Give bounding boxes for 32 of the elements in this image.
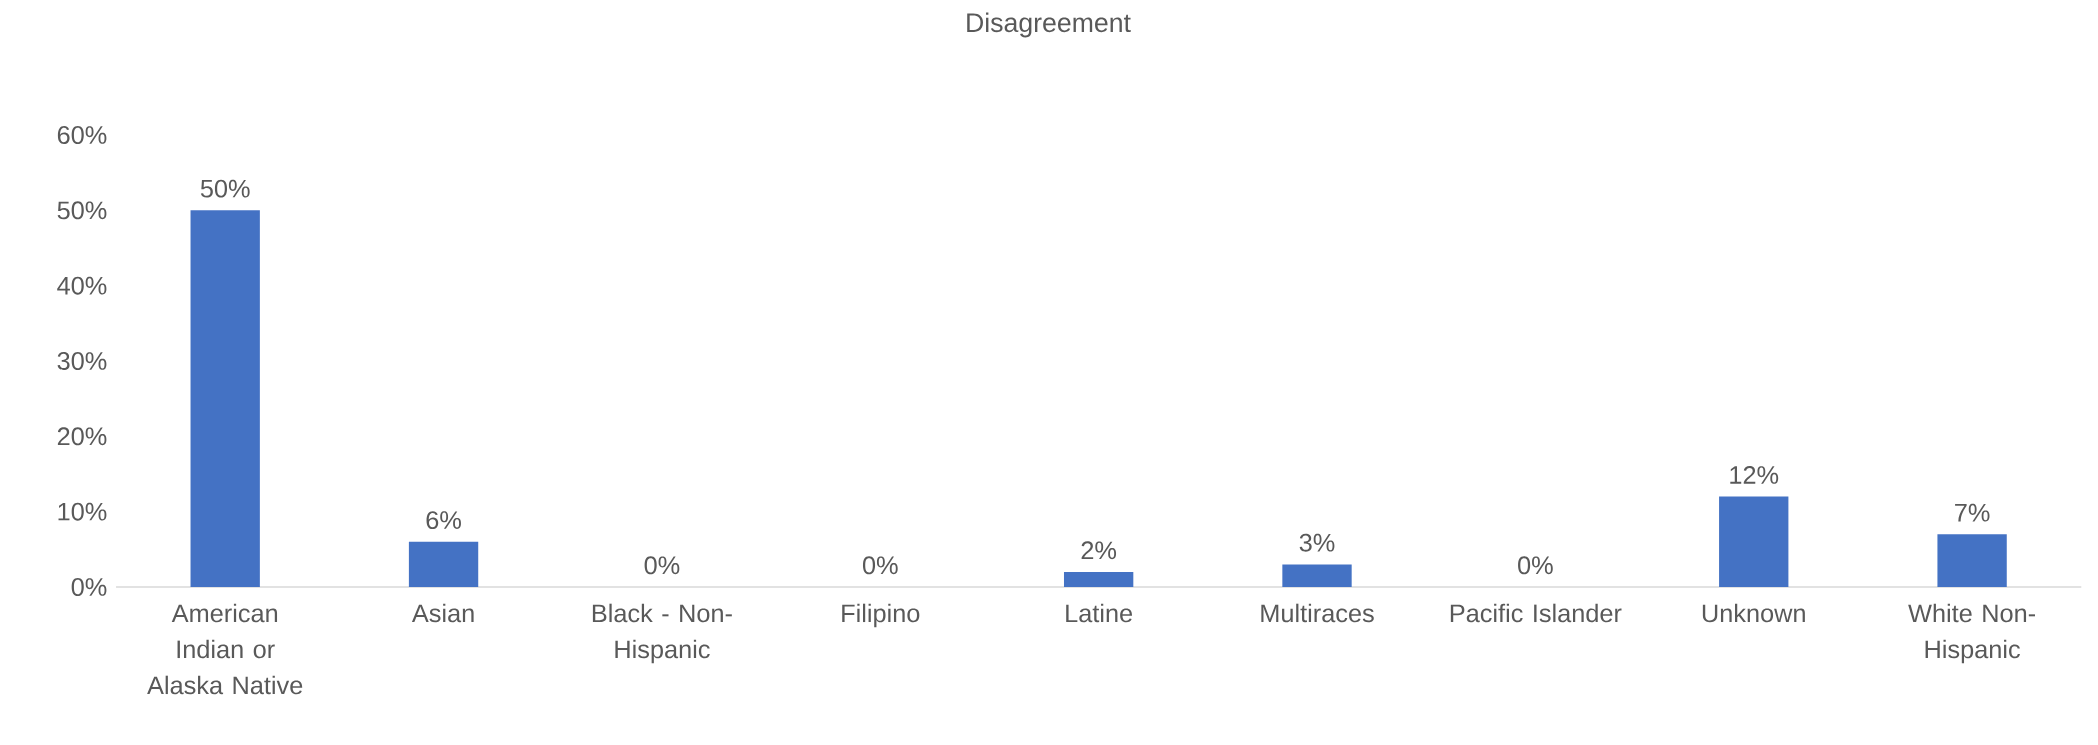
data-label: 0% [1518,556,1553,575]
data-label: 6% [426,511,461,530]
bar [1063,571,1134,587]
y-tick-label: 30% [57,352,107,370]
bar [190,210,260,587]
x-tick-label: Unknown [1702,603,1805,623]
data-label: 3% [1299,533,1335,552]
y-tick-label: 20% [57,427,107,446]
y-tick-label: 0% [71,578,107,596]
y-tick-label: 10% [58,502,107,521]
y-tick-label: 40% [57,276,107,295]
x-tick-label: Multiraces [1261,603,1374,623]
data-label: 2% [1081,541,1117,560]
bar [1719,496,1789,587]
bar [1282,564,1352,587]
data-label: 0% [862,556,898,575]
data-label: 7% [1955,503,1990,522]
bar [408,541,479,587]
chart-title: Disagreement [967,12,1131,38]
y-tick-label: 60% [57,126,107,144]
data-label: 0% [644,556,680,575]
x-tick-label: American Indian or Alaska Native [147,603,303,695]
x-tick-label: Black - Non-Hispanic [592,603,732,664]
x-tick-label: Filipino [842,603,920,628]
data-label: 12% [1730,466,1779,484]
data-label: 50% [200,179,250,198]
x-tick-label: Latine [1066,603,1133,623]
bar [1937,534,2007,587]
x-tick-label: Asian [411,603,474,623]
y-tick-label: 50% [57,201,107,220]
x-tick-label: White Non-Hispanic [1908,603,2035,664]
x-tick-label: Pacific Islander [1450,603,1622,623]
